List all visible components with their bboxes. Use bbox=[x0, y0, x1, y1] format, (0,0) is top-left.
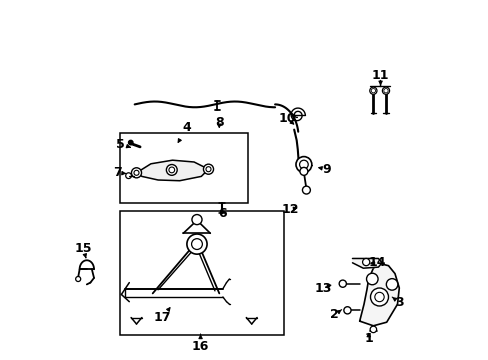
Circle shape bbox=[131, 168, 141, 178]
Circle shape bbox=[369, 87, 376, 94]
Circle shape bbox=[299, 167, 307, 175]
Text: 14: 14 bbox=[368, 256, 386, 269]
Circle shape bbox=[128, 140, 133, 145]
Text: 11: 11 bbox=[371, 69, 388, 85]
Circle shape bbox=[302, 186, 310, 194]
Circle shape bbox=[166, 165, 177, 175]
Text: 10: 10 bbox=[278, 112, 296, 125]
Circle shape bbox=[374, 292, 384, 302]
Polygon shape bbox=[359, 264, 399, 326]
Text: 16: 16 bbox=[191, 334, 209, 353]
Text: 12: 12 bbox=[281, 203, 299, 216]
Circle shape bbox=[134, 170, 139, 175]
Circle shape bbox=[362, 258, 369, 266]
Circle shape bbox=[370, 89, 375, 93]
Text: 15: 15 bbox=[74, 242, 92, 258]
Circle shape bbox=[383, 89, 387, 93]
Text: 6: 6 bbox=[218, 207, 226, 220]
Circle shape bbox=[339, 280, 346, 287]
Text: 2: 2 bbox=[329, 309, 341, 321]
Bar bbox=[120, 211, 284, 335]
Circle shape bbox=[299, 160, 307, 169]
Bar bbox=[120, 133, 247, 203]
Circle shape bbox=[370, 288, 387, 306]
Circle shape bbox=[125, 173, 131, 179]
Polygon shape bbox=[136, 160, 208, 181]
Text: 4: 4 bbox=[178, 121, 191, 142]
Circle shape bbox=[366, 273, 377, 285]
Text: 5: 5 bbox=[116, 138, 130, 150]
Text: 1: 1 bbox=[364, 332, 372, 345]
Circle shape bbox=[186, 234, 206, 254]
Text: 9: 9 bbox=[318, 163, 330, 176]
Circle shape bbox=[192, 215, 202, 225]
Circle shape bbox=[76, 276, 81, 282]
Text: 17: 17 bbox=[153, 308, 171, 324]
Circle shape bbox=[369, 326, 376, 333]
Circle shape bbox=[343, 307, 350, 314]
Text: 3: 3 bbox=[391, 296, 403, 309]
Polygon shape bbox=[352, 258, 381, 268]
Text: 8: 8 bbox=[215, 116, 223, 129]
Text: 7: 7 bbox=[113, 166, 125, 179]
Text: 13: 13 bbox=[314, 282, 332, 294]
Circle shape bbox=[205, 167, 211, 172]
Circle shape bbox=[382, 87, 389, 94]
Circle shape bbox=[386, 279, 397, 290]
Circle shape bbox=[191, 239, 202, 249]
Circle shape bbox=[295, 157, 311, 172]
Circle shape bbox=[203, 164, 213, 174]
Circle shape bbox=[168, 167, 174, 173]
